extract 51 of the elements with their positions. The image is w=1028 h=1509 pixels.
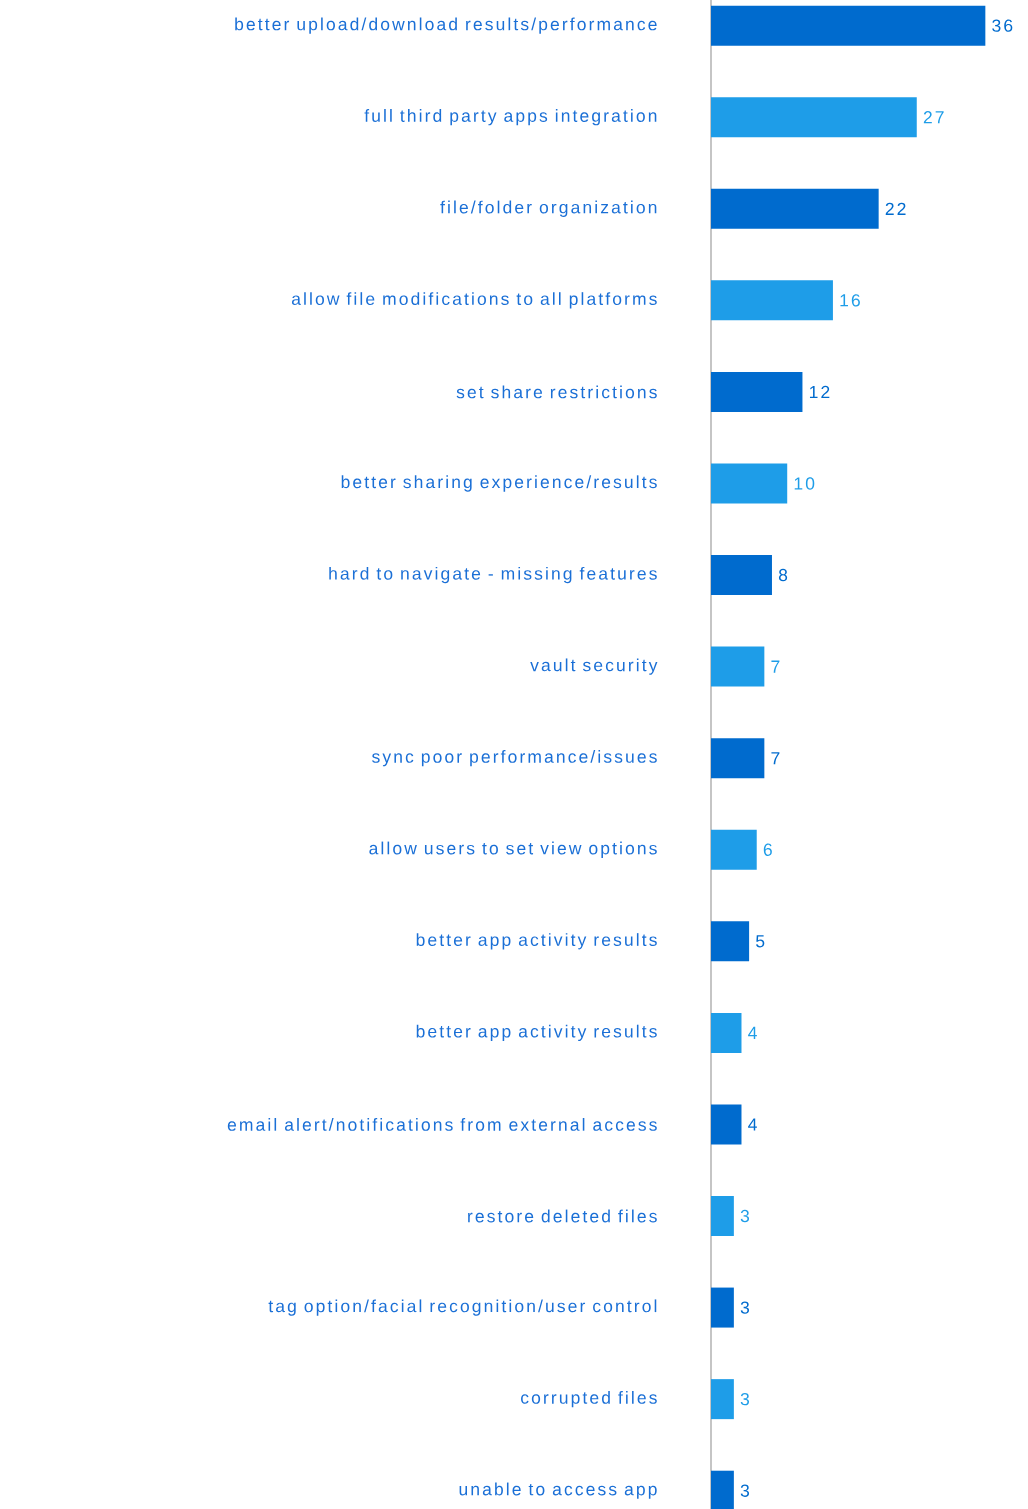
y-tick-label: hard to navigate - missing features xyxy=(329,566,657,584)
data-label: 12 xyxy=(809,385,830,399)
bar xyxy=(711,1470,734,1509)
data-label: 3 xyxy=(740,1209,750,1223)
y-tick-label: better upload/download results/performance xyxy=(235,17,657,34)
bar xyxy=(711,5,986,46)
y-tick-label: better app activity results xyxy=(416,1024,657,1042)
bar xyxy=(711,1012,742,1053)
bar xyxy=(711,188,879,229)
bar xyxy=(711,1196,734,1237)
data-label: 10 xyxy=(794,477,815,490)
y-tick-label: better app activity results xyxy=(416,933,657,950)
data-label: 4 xyxy=(748,1118,757,1131)
y-tick-label: restore deleted files xyxy=(468,1209,657,1223)
y-tick-label: full third party apps integration xyxy=(364,109,657,126)
data-label: 3 xyxy=(740,1392,750,1406)
bar xyxy=(711,646,765,687)
bar xyxy=(711,1287,734,1328)
bar xyxy=(711,1379,734,1420)
data-label: 3 xyxy=(740,1301,750,1314)
y-tick-label: better sharing experience/results xyxy=(341,475,657,492)
data-label: 6 xyxy=(763,843,772,856)
bar xyxy=(711,97,917,138)
data-label: 7 xyxy=(771,660,780,673)
data-label: 8 xyxy=(778,568,788,582)
data-label: 22 xyxy=(885,202,906,215)
bar xyxy=(711,280,833,321)
bar xyxy=(711,1104,742,1145)
y-tick-label: email alert/notifications from external access xyxy=(227,1118,657,1131)
y-tick-label: corrupted files xyxy=(521,1390,657,1408)
y-tick-label: allow file modifications to all platforms xyxy=(291,292,657,309)
y-tick-label: vault security xyxy=(530,658,658,675)
data-label: 4 xyxy=(748,1026,757,1039)
y-tick-label: tag option/facial recognition/user control xyxy=(268,1299,657,1316)
y-tick-label: set share restrictions xyxy=(456,385,657,399)
y-tick-label: file/folder organization xyxy=(440,200,657,217)
data-label: 36 xyxy=(992,19,1013,32)
bar xyxy=(711,921,750,962)
y-tick-label: sync poor performance/issues xyxy=(372,750,657,767)
bar xyxy=(711,371,803,412)
data-label: 27 xyxy=(923,111,944,124)
y-tick-label: allow users to set view options xyxy=(369,841,657,858)
bar xyxy=(711,555,772,596)
data-label: 5 xyxy=(756,935,765,948)
data-label: 16 xyxy=(840,294,860,307)
y-tick-label: unable to access app xyxy=(459,1482,657,1499)
bar xyxy=(711,463,788,504)
bar xyxy=(711,738,765,779)
data-label: 3 xyxy=(740,1484,750,1497)
data-label: 7 xyxy=(771,752,780,765)
bar xyxy=(711,829,757,870)
